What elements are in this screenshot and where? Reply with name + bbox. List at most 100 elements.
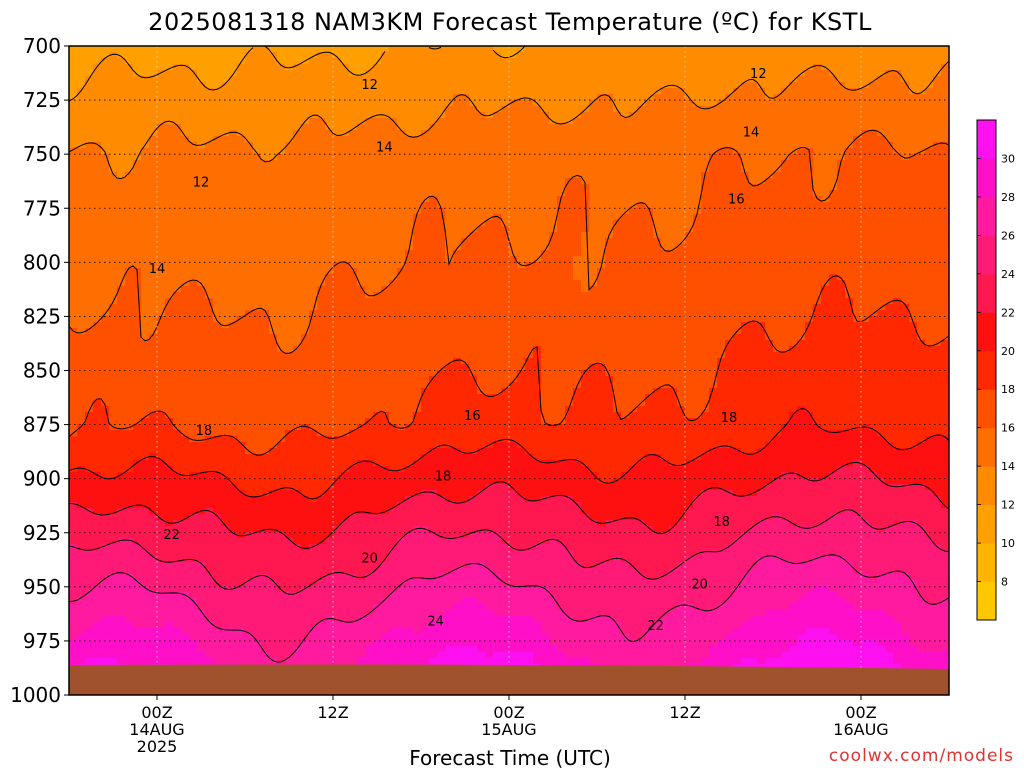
temperature-cell xyxy=(285,448,294,455)
temperature-cell xyxy=(285,310,294,317)
temperature-cell xyxy=(157,400,166,407)
temperature-cell xyxy=(197,298,206,305)
temperature-cell xyxy=(229,400,238,407)
temperature-cell xyxy=(77,250,86,257)
temperature-cell xyxy=(149,454,158,461)
temperature-cell xyxy=(349,292,358,299)
temperature-cell xyxy=(165,226,174,233)
temperature-cell xyxy=(125,406,134,413)
temperature-cell xyxy=(293,304,302,311)
temperature-cell xyxy=(93,286,102,293)
temperature-cell xyxy=(309,394,318,401)
temperature-cell xyxy=(157,424,166,431)
temperature-cell xyxy=(197,622,206,629)
temperature-cell xyxy=(245,634,254,641)
temperature-cell xyxy=(93,94,102,101)
temperature-cell xyxy=(69,250,78,257)
temperature-cell xyxy=(149,220,158,227)
temperature-cell xyxy=(253,130,262,137)
temperature-cell xyxy=(317,208,326,215)
temperature-cell xyxy=(341,286,350,293)
temperature-cell xyxy=(325,184,334,191)
temperature-cell xyxy=(205,292,214,299)
temperature-cell xyxy=(189,532,198,539)
temperature-cell xyxy=(333,622,342,629)
temperature-cell xyxy=(221,82,230,89)
temperature-cell xyxy=(149,544,158,551)
temperature-cell xyxy=(245,268,254,275)
temperature-cell xyxy=(205,652,214,659)
temperature-cell xyxy=(341,532,350,539)
temperature-cell xyxy=(125,586,134,593)
temperature-cell xyxy=(317,526,326,533)
temperature-cell xyxy=(197,292,206,299)
temperature-cell xyxy=(405,94,414,101)
temperature-cell xyxy=(149,136,158,143)
temperature-cell xyxy=(349,502,358,509)
temperature-cell xyxy=(133,112,142,119)
temperature-cell xyxy=(189,460,198,467)
temperature-cell xyxy=(301,46,310,53)
temperature-cell xyxy=(389,172,398,179)
temperature-cell xyxy=(229,508,238,515)
temperature-cell xyxy=(309,70,318,77)
temperature-cell xyxy=(389,94,398,101)
temperature-cell xyxy=(141,250,150,257)
temperature-cell xyxy=(221,628,230,635)
temperature-cell xyxy=(69,502,78,509)
temperature-cell xyxy=(245,376,254,383)
temperature-cell xyxy=(101,322,110,329)
temperature-cell xyxy=(349,334,358,341)
temperature-cell xyxy=(421,232,430,239)
temperature-cell xyxy=(197,370,206,377)
temperature-cell xyxy=(277,262,286,269)
temperature-cell xyxy=(333,52,342,59)
temperature-cell xyxy=(429,208,438,215)
temperature-cell xyxy=(349,88,358,95)
temperature-cell xyxy=(141,178,150,185)
temperature-cell xyxy=(325,382,334,389)
temperature-cell xyxy=(109,598,118,605)
temperature-cell xyxy=(349,550,358,557)
temperature-cell xyxy=(381,202,390,209)
temperature-cell xyxy=(309,190,318,197)
temperature-cell xyxy=(229,274,238,281)
temperature-cell xyxy=(325,310,334,317)
temperature-cell xyxy=(357,454,366,461)
temperature-cell xyxy=(101,436,110,443)
temperature-cell xyxy=(381,652,390,659)
temperature-cell xyxy=(389,538,398,545)
temperature-cell xyxy=(229,256,238,263)
temperature-cell xyxy=(165,58,174,65)
temperature-cell xyxy=(373,586,382,593)
temperature-cell xyxy=(365,532,374,539)
temperature-cell xyxy=(101,622,110,629)
temperature-cell xyxy=(157,82,166,89)
temperature-cell xyxy=(141,478,150,485)
temperature-cell xyxy=(181,220,190,227)
temperature-cell xyxy=(381,220,390,227)
temperature-cell xyxy=(189,292,198,299)
temperature-cell xyxy=(245,106,254,113)
temperature-cell xyxy=(421,640,430,647)
temperature-cell xyxy=(141,580,150,587)
temperature-cell xyxy=(93,346,102,353)
temperature-cell xyxy=(293,550,302,557)
temperature-cell xyxy=(349,52,358,59)
temperature-cell xyxy=(69,538,78,545)
temperature-cell xyxy=(69,616,78,623)
temperature-cell xyxy=(237,400,246,407)
temperature-cell xyxy=(301,304,310,311)
temperature-cell xyxy=(293,220,302,227)
temperature-cell xyxy=(85,388,94,395)
temperature-cell xyxy=(349,130,358,137)
temperature-cell xyxy=(261,436,270,443)
temperature-cell xyxy=(117,400,126,407)
temperature-cell xyxy=(165,328,174,335)
temperature-cell xyxy=(197,232,206,239)
temperature-cell xyxy=(117,52,126,59)
temperature-cell xyxy=(309,376,318,383)
temperature-cell xyxy=(317,394,326,401)
temperature-cell xyxy=(69,508,78,515)
temperature-cell xyxy=(237,436,246,443)
